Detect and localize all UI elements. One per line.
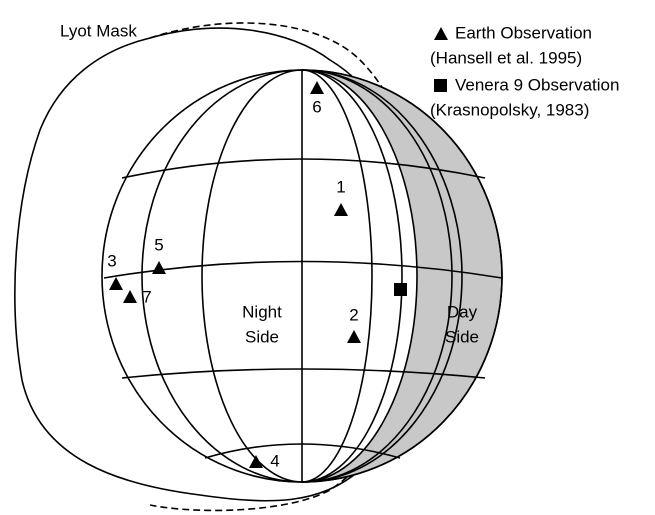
legend-text: Venera 9 Observation xyxy=(455,75,619,94)
observations: 1 2 3 4 5 6 7 xyxy=(107,81,361,470)
observation-marker xyxy=(334,203,348,216)
observation-label: 5 xyxy=(154,235,163,254)
observation-label: 4 xyxy=(270,451,279,470)
diagram: Lyot Mask Night Side Day Side Earth Obse… xyxy=(0,0,655,515)
observation-marker xyxy=(123,290,137,303)
legend-square xyxy=(434,79,447,92)
legend-text: (Krasnopolsky, 1983) xyxy=(430,100,589,119)
night-side-label: Side xyxy=(245,327,279,346)
observation-marker xyxy=(249,455,263,468)
observation-label: 6 xyxy=(312,97,321,116)
observation-marker xyxy=(310,81,324,94)
venera-marker xyxy=(394,283,407,296)
legend-text: (Hansell et al. 1995) xyxy=(430,48,582,67)
meridian xyxy=(302,70,372,482)
observation-label: 3 xyxy=(107,251,116,270)
day-side-label: Day xyxy=(447,302,478,321)
day-side-label: Side xyxy=(445,327,479,346)
observation-label: 2 xyxy=(349,305,358,324)
legend-triangle xyxy=(434,27,448,40)
observation-label: 7 xyxy=(142,287,151,306)
lyot-mask-label: Lyot Mask xyxy=(60,21,137,40)
observation-marker xyxy=(109,277,123,290)
observation-marker xyxy=(347,330,361,343)
legend-text: Earth Observation xyxy=(455,23,592,42)
night-side-label: Night xyxy=(242,302,282,321)
observation-marker xyxy=(152,261,166,274)
observation-label: 1 xyxy=(336,177,345,196)
